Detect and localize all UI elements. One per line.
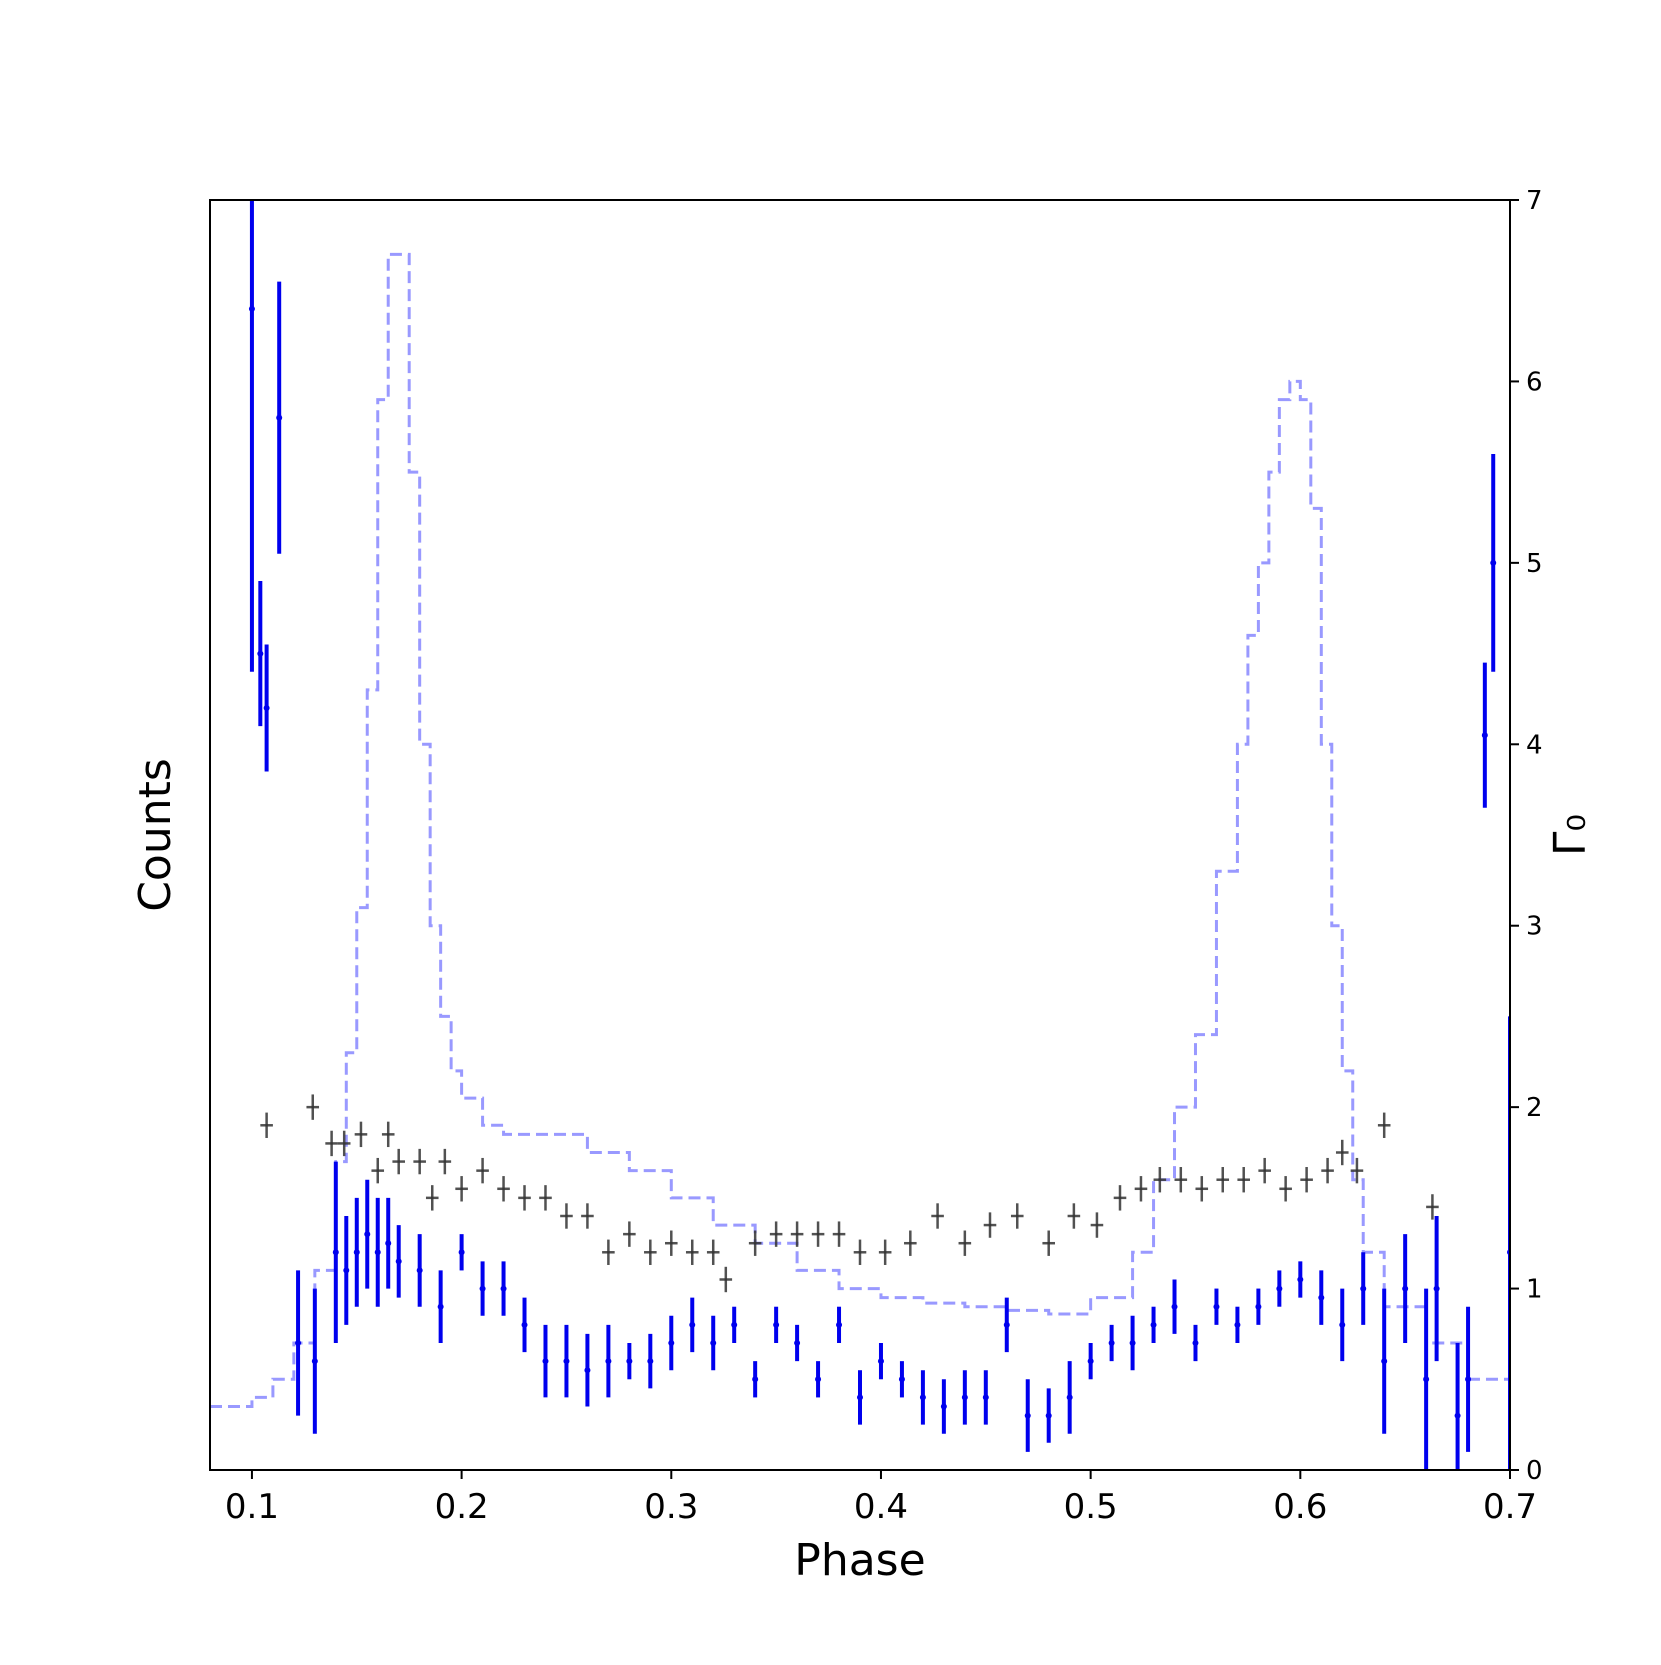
- data-point: [395, 1258, 402, 1265]
- data-point: [710, 1340, 717, 1346]
- data-point: [521, 1321, 528, 1328]
- y2-tick-label: 6: [1526, 367, 1543, 397]
- data-point: [773, 1321, 780, 1328]
- data-point: [877, 1358, 884, 1365]
- data-point: [385, 1240, 392, 1247]
- data-point: [1066, 1394, 1073, 1401]
- x-tick-label: 0.5: [1064, 1487, 1118, 1527]
- data-point: [1381, 1358, 1388, 1365]
- data-point: [311, 1358, 318, 1365]
- data-point: [416, 1267, 423, 1274]
- data-point: [1318, 1294, 1325, 1301]
- data-point: [332, 1249, 339, 1256]
- y2-tick-label: 3: [1526, 912, 1543, 942]
- data-point: [982, 1394, 989, 1401]
- data-point: [353, 1249, 360, 1256]
- data-point: [458, 1249, 465, 1256]
- data-point: [1276, 1285, 1283, 1292]
- data-point: [1003, 1321, 1010, 1328]
- data-point: [257, 650, 264, 657]
- data-point: [940, 1403, 947, 1410]
- data-point: [343, 1267, 350, 1274]
- data-point: [815, 1376, 822, 1383]
- y2-tick-label: 1: [1526, 1275, 1543, 1305]
- data-point: [437, 1303, 444, 1310]
- data-point: [668, 1340, 675, 1346]
- data-point: [1402, 1285, 1409, 1292]
- profile-step-line: [210, 252, 1510, 1408]
- data-point: [836, 1321, 843, 1328]
- data-point: [605, 1358, 612, 1365]
- data-point: [647, 1358, 654, 1365]
- data-point: [689, 1321, 696, 1328]
- data-point: [1087, 1358, 1094, 1365]
- data-point: [857, 1394, 863, 1401]
- data-point: [731, 1321, 738, 1328]
- x-tick-label: 0.7: [1483, 1487, 1537, 1527]
- data-point: [919, 1394, 926, 1401]
- axes-frame: [209, 199, 1511, 1471]
- data-point: [1454, 1412, 1461, 1419]
- data-point: [1234, 1321, 1241, 1328]
- data-point: [1171, 1303, 1178, 1310]
- x-tick-label: 0.4: [854, 1487, 908, 1527]
- x-tick-label: 0.1: [225, 1487, 279, 1527]
- x-tick-label: 0.3: [644, 1487, 698, 1527]
- data-point: [898, 1376, 905, 1383]
- y2-tick-label: 5: [1526, 549, 1543, 579]
- data-point: [1255, 1303, 1262, 1310]
- data-point: [500, 1285, 507, 1292]
- data-point: [542, 1358, 549, 1365]
- x-axis-label: Phase: [794, 1535, 925, 1586]
- data-point: [1150, 1321, 1157, 1328]
- x-tick-label: 0.2: [435, 1487, 489, 1527]
- y2-tick-label: 4: [1526, 730, 1543, 760]
- y2-tick-label: 7: [1526, 186, 1543, 216]
- data-point: [1339, 1321, 1346, 1328]
- data-point: [1297, 1276, 1304, 1283]
- data-point: [374, 1249, 381, 1256]
- data-point: [364, 1231, 371, 1238]
- data-point: [1465, 1376, 1472, 1383]
- y2-tick-label: 0: [1526, 1456, 1543, 1486]
- data-point: [1213, 1303, 1220, 1310]
- data-point: [1108, 1340, 1115, 1346]
- data-point: [479, 1285, 486, 1292]
- data-point: [584, 1367, 591, 1374]
- data-point: [1024, 1412, 1031, 1419]
- x-tick-label: 0.6: [1273, 1487, 1327, 1527]
- data-point: [1433, 1285, 1440, 1292]
- data-point: [961, 1394, 968, 1401]
- y-axis-label: Counts: [130, 758, 181, 912]
- y2-axis-label: Γ₀: [1545, 814, 1596, 856]
- data-point: [263, 705, 270, 711]
- data-point: [626, 1358, 633, 1365]
- data-point: [1192, 1340, 1199, 1346]
- data-point: [248, 305, 255, 312]
- plot-area: [210, 200, 1510, 1470]
- data-point: [276, 414, 283, 421]
- data-point: [1423, 1376, 1430, 1383]
- data-point: [1360, 1285, 1367, 1292]
- data-point: [752, 1376, 759, 1383]
- data-point: [1129, 1340, 1136, 1346]
- y2-tick-label: 2: [1526, 1093, 1543, 1123]
- data-point: [295, 1340, 302, 1346]
- data-point: [1490, 559, 1497, 566]
- data-point: [1481, 732, 1488, 739]
- data-point: [794, 1340, 801, 1346]
- data-point: [1045, 1412, 1052, 1419]
- data-point: [563, 1358, 570, 1365]
